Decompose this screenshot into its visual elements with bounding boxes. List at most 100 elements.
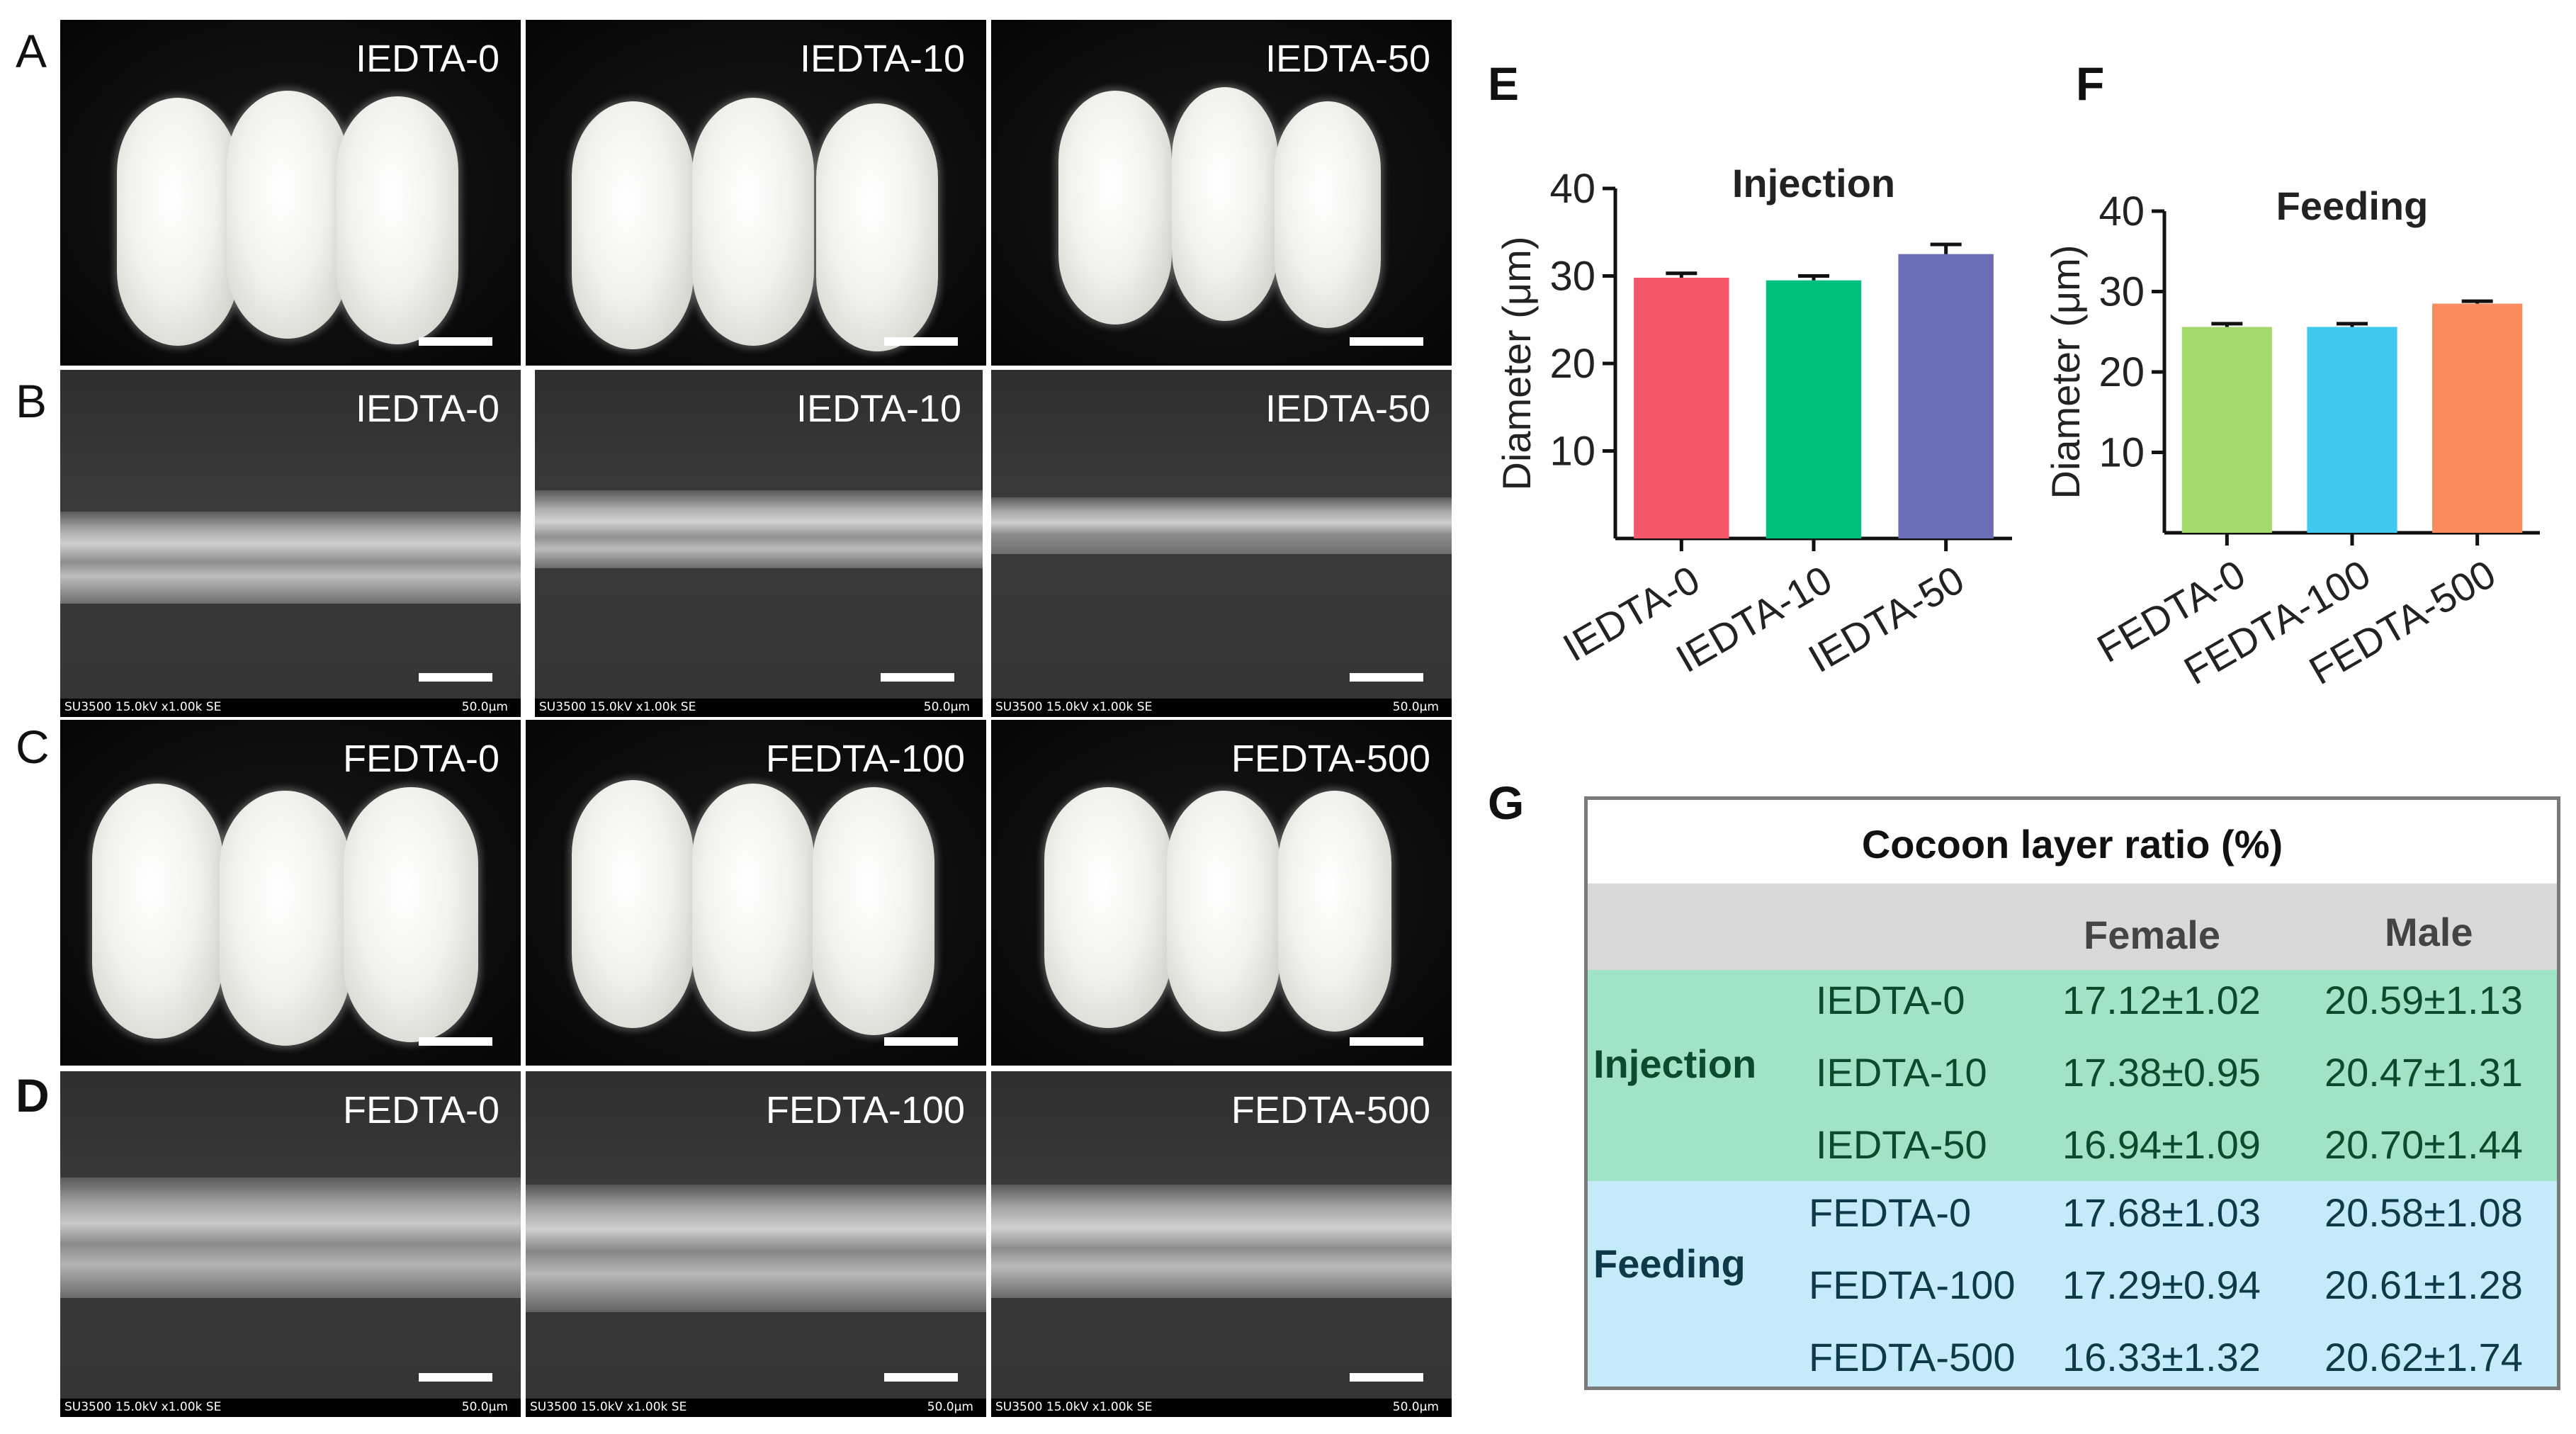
row-male: 20.62±1.74	[2324, 1335, 2523, 1379]
sem-info-bar: SU3500 15.0kV x1.00k SE 50.0μm	[991, 699, 1452, 717]
row-male: 20.59±1.13	[2324, 978, 2523, 1022]
sem-scale: 50.0μm	[923, 700, 970, 714]
bar	[1634, 277, 1729, 538]
table-header-row: Female Male	[1588, 883, 2557, 970]
tile-label: IEDTA-50	[1265, 38, 1430, 80]
y-tick-label: 40	[1549, 166, 1595, 212]
tile-label: IEDTA-10	[799, 38, 965, 80]
tile-label: FEDTA-500	[1231, 1089, 1430, 1131]
row-treatment: FEDTA-0	[1809, 1190, 1972, 1235]
sem-scale: 50.0μm	[1392, 1400, 1439, 1414]
row-female: 17.29±0.94	[2062, 1263, 2261, 1307]
y-tick-label: 40	[2098, 188, 2145, 235]
panel-label-d: D	[16, 1069, 50, 1122]
scale-bar	[884, 337, 958, 346]
tile-label: IEDTA-10	[796, 388, 961, 430]
panel-label-f: F	[2076, 57, 2105, 110]
scale-bar	[419, 1037, 492, 1046]
tile-label: FEDTA-0	[342, 738, 499, 780]
table-group-feeding: Feeding FEDTA-0 17.68±1.03 20.58±1.08 FE…	[1588, 1181, 2557, 1387]
panel-label-c: C	[16, 721, 50, 773]
cocoon-layer-table: Cocoon layer ratio (%) Female Male Injec…	[1584, 796, 2560, 1390]
scale-bar	[1350, 673, 1423, 682]
row-treatment: IEDTA-10	[1816, 1050, 1987, 1095]
photo-cocoons-iedta-10: IEDTA-10	[526, 20, 986, 366]
row-female: 16.33±1.32	[2062, 1335, 2261, 1379]
sem-info: SU3500 15.0kV x1.00k SE	[539, 700, 696, 714]
bar	[2432, 303, 2523, 533]
sem-fiber-iedta-50: IEDTA-50 SU3500 15.0kV x1.00k SE 50.0μm	[991, 370, 1452, 717]
tile-label: FEDTA-500	[1231, 738, 1430, 780]
scale-bar	[881, 673, 954, 682]
photo-cocoons-fedta-500: FEDTA-500	[991, 720, 1452, 1066]
sem-scale: 50.0μm	[461, 700, 508, 714]
chart-title: Feeding	[2276, 184, 2429, 228]
tile-label: IEDTA-50	[1265, 388, 1430, 430]
scale-bar	[1350, 337, 1423, 346]
panel-label-b: B	[16, 375, 47, 427]
sem-info: SU3500 15.0kV x1.00k SE	[64, 700, 222, 714]
y-axis-label: Diameter (μm)	[1494, 237, 1539, 491]
bar	[1766, 280, 1862, 538]
sem-info-bar: SU3500 15.0kV x1.00k SE 50.0μm	[526, 1399, 986, 1417]
sem-info-bar: SU3500 15.0kV x1.00k SE 50.0μm	[991, 1399, 1452, 1417]
scale-bar	[1350, 1037, 1423, 1046]
sem-scale: 50.0μm	[927, 1400, 973, 1414]
sem-scale: 50.0μm	[461, 1400, 508, 1414]
sem-info: SU3500 15.0kV x1.00k SE	[995, 700, 1153, 714]
photo-cocoons-iedta-50: IEDTA-50	[991, 20, 1452, 366]
tile-label: FEDTA-0	[342, 1089, 499, 1131]
row-male: 20.47±1.31	[2324, 1050, 2523, 1095]
row-treatment: IEDTA-0	[1816, 978, 1965, 1022]
y-tick-label: 30	[1549, 254, 1595, 300]
tile-label: FEDTA-100	[765, 1089, 965, 1131]
y-tick-label: 20	[1549, 341, 1595, 387]
panel-label-e: E	[1488, 57, 1520, 110]
sem-info-bar: SU3500 15.0kV x1.00k SE 50.0μm	[60, 699, 521, 717]
panel-label-g: G	[1488, 777, 1525, 829]
scale-bar	[419, 1373, 492, 1382]
column-header-female: Female	[2084, 913, 2220, 957]
scale-bar	[1350, 1373, 1423, 1382]
sem-info-bar: SU3500 15.0kV x1.00k SE 50.0μm	[535, 699, 983, 717]
group-label-feeding: Feeding	[1593, 1241, 1746, 1286]
row-male: 20.61±1.28	[2324, 1263, 2523, 1307]
sem-scale: 50.0μm	[1392, 700, 1439, 714]
tile-label: IEDTA-0	[355, 388, 499, 430]
table-group-injection: Injection IEDTA-0 17.12±1.02 20.59±1.13 …	[1588, 970, 2557, 1181]
photo-cocoons-fedta-0: FEDTA-0	[60, 720, 521, 1066]
bar	[2307, 327, 2397, 533]
sem-info: SU3500 15.0kV x1.00k SE	[64, 1400, 222, 1414]
column-header-male: Male	[2385, 910, 2473, 954]
photo-cocoons-iedta-0: IEDTA-0	[60, 20, 521, 366]
sem-fiber-fedta-100: FEDTA-100 SU3500 15.0kV x1.00k SE 50.0μm	[526, 1071, 986, 1417]
scale-bar	[419, 337, 492, 346]
chart-title: Injection	[1732, 161, 1895, 205]
y-tick-label: 10	[1549, 429, 1595, 475]
row-treatment: FEDTA-500	[1809, 1335, 2016, 1379]
row-male: 20.58±1.08	[2324, 1190, 2523, 1235]
y-axis-label: Diameter (μm)	[2043, 245, 2088, 499]
row-female: 17.68±1.03	[2062, 1190, 2261, 1235]
row-female: 17.12±1.02	[2062, 978, 2261, 1022]
sem-info-bar: SU3500 15.0kV x1.00k SE 50.0μm	[60, 1399, 521, 1417]
panel-label-a: A	[16, 25, 47, 77]
bar	[2181, 327, 2272, 533]
row-male: 20.70±1.44	[2324, 1122, 2523, 1167]
sem-fiber-iedta-0: IEDTA-0 SU3500 15.0kV x1.00k SE 50.0μm	[60, 370, 521, 717]
row-treatment: FEDTA-100	[1809, 1263, 2016, 1307]
y-tick-label: 20	[2098, 349, 2145, 395]
scale-bar	[884, 1037, 958, 1046]
row-female: 16.94±1.09	[2062, 1122, 2261, 1167]
table-title: Cocoon layer ratio (%)	[1861, 822, 2283, 866]
row-female: 17.38±0.95	[2062, 1050, 2261, 1095]
sem-fiber-fedta-500: FEDTA-500 SU3500 15.0kV x1.00k SE 50.0μm	[991, 1071, 1452, 1417]
scale-bar	[419, 673, 492, 682]
sem-info: SU3500 15.0kV x1.00k SE	[995, 1400, 1153, 1414]
group-label-injection: Injection	[1593, 1041, 1757, 1086]
sem-info: SU3500 15.0kV x1.00k SE	[530, 1400, 687, 1414]
tile-label: IEDTA-0	[355, 38, 499, 80]
y-tick-label: 30	[2098, 269, 2145, 315]
